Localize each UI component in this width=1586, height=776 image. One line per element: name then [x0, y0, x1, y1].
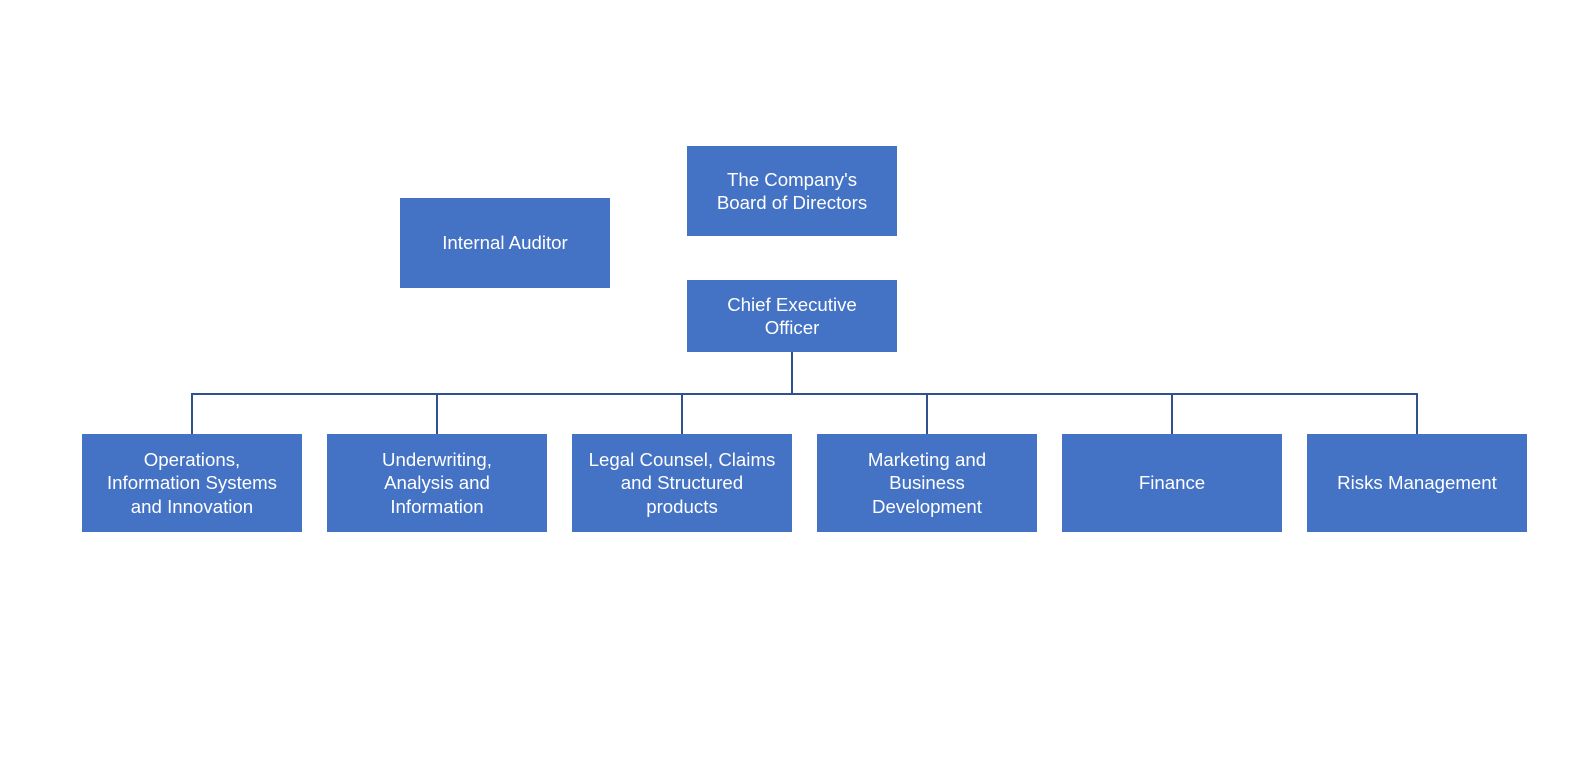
node-auditor: Internal Auditor [400, 198, 610, 288]
node-uw: Underwriting, Analysis and Information [327, 434, 547, 532]
node-label: Internal Auditor [442, 231, 568, 254]
node-ceo: Chief Executive Officer [687, 280, 897, 352]
org-chart-connectors [0, 0, 1586, 776]
node-board: The Company's Board of Directors [687, 146, 897, 236]
node-label: Marketing and Business Development [868, 448, 986, 518]
node-label: Risks Management [1337, 471, 1497, 494]
node-label: Underwriting, Analysis and Information [382, 448, 492, 518]
node-legal: Legal Counsel, Claims and Structured pro… [572, 434, 792, 532]
node-label: Operations, Information Systems and Inno… [107, 448, 277, 518]
node-ops: Operations, Information Systems and Inno… [82, 434, 302, 532]
node-label: Legal Counsel, Claims and Structured pro… [589, 448, 776, 518]
node-fin: Finance [1062, 434, 1282, 532]
node-mkt: Marketing and Business Development [817, 434, 1037, 532]
node-label: Finance [1139, 471, 1205, 494]
node-label: The Company's Board of Directors [717, 168, 867, 215]
node-risk: Risks Management [1307, 434, 1527, 532]
node-label: Chief Executive Officer [727, 293, 857, 340]
